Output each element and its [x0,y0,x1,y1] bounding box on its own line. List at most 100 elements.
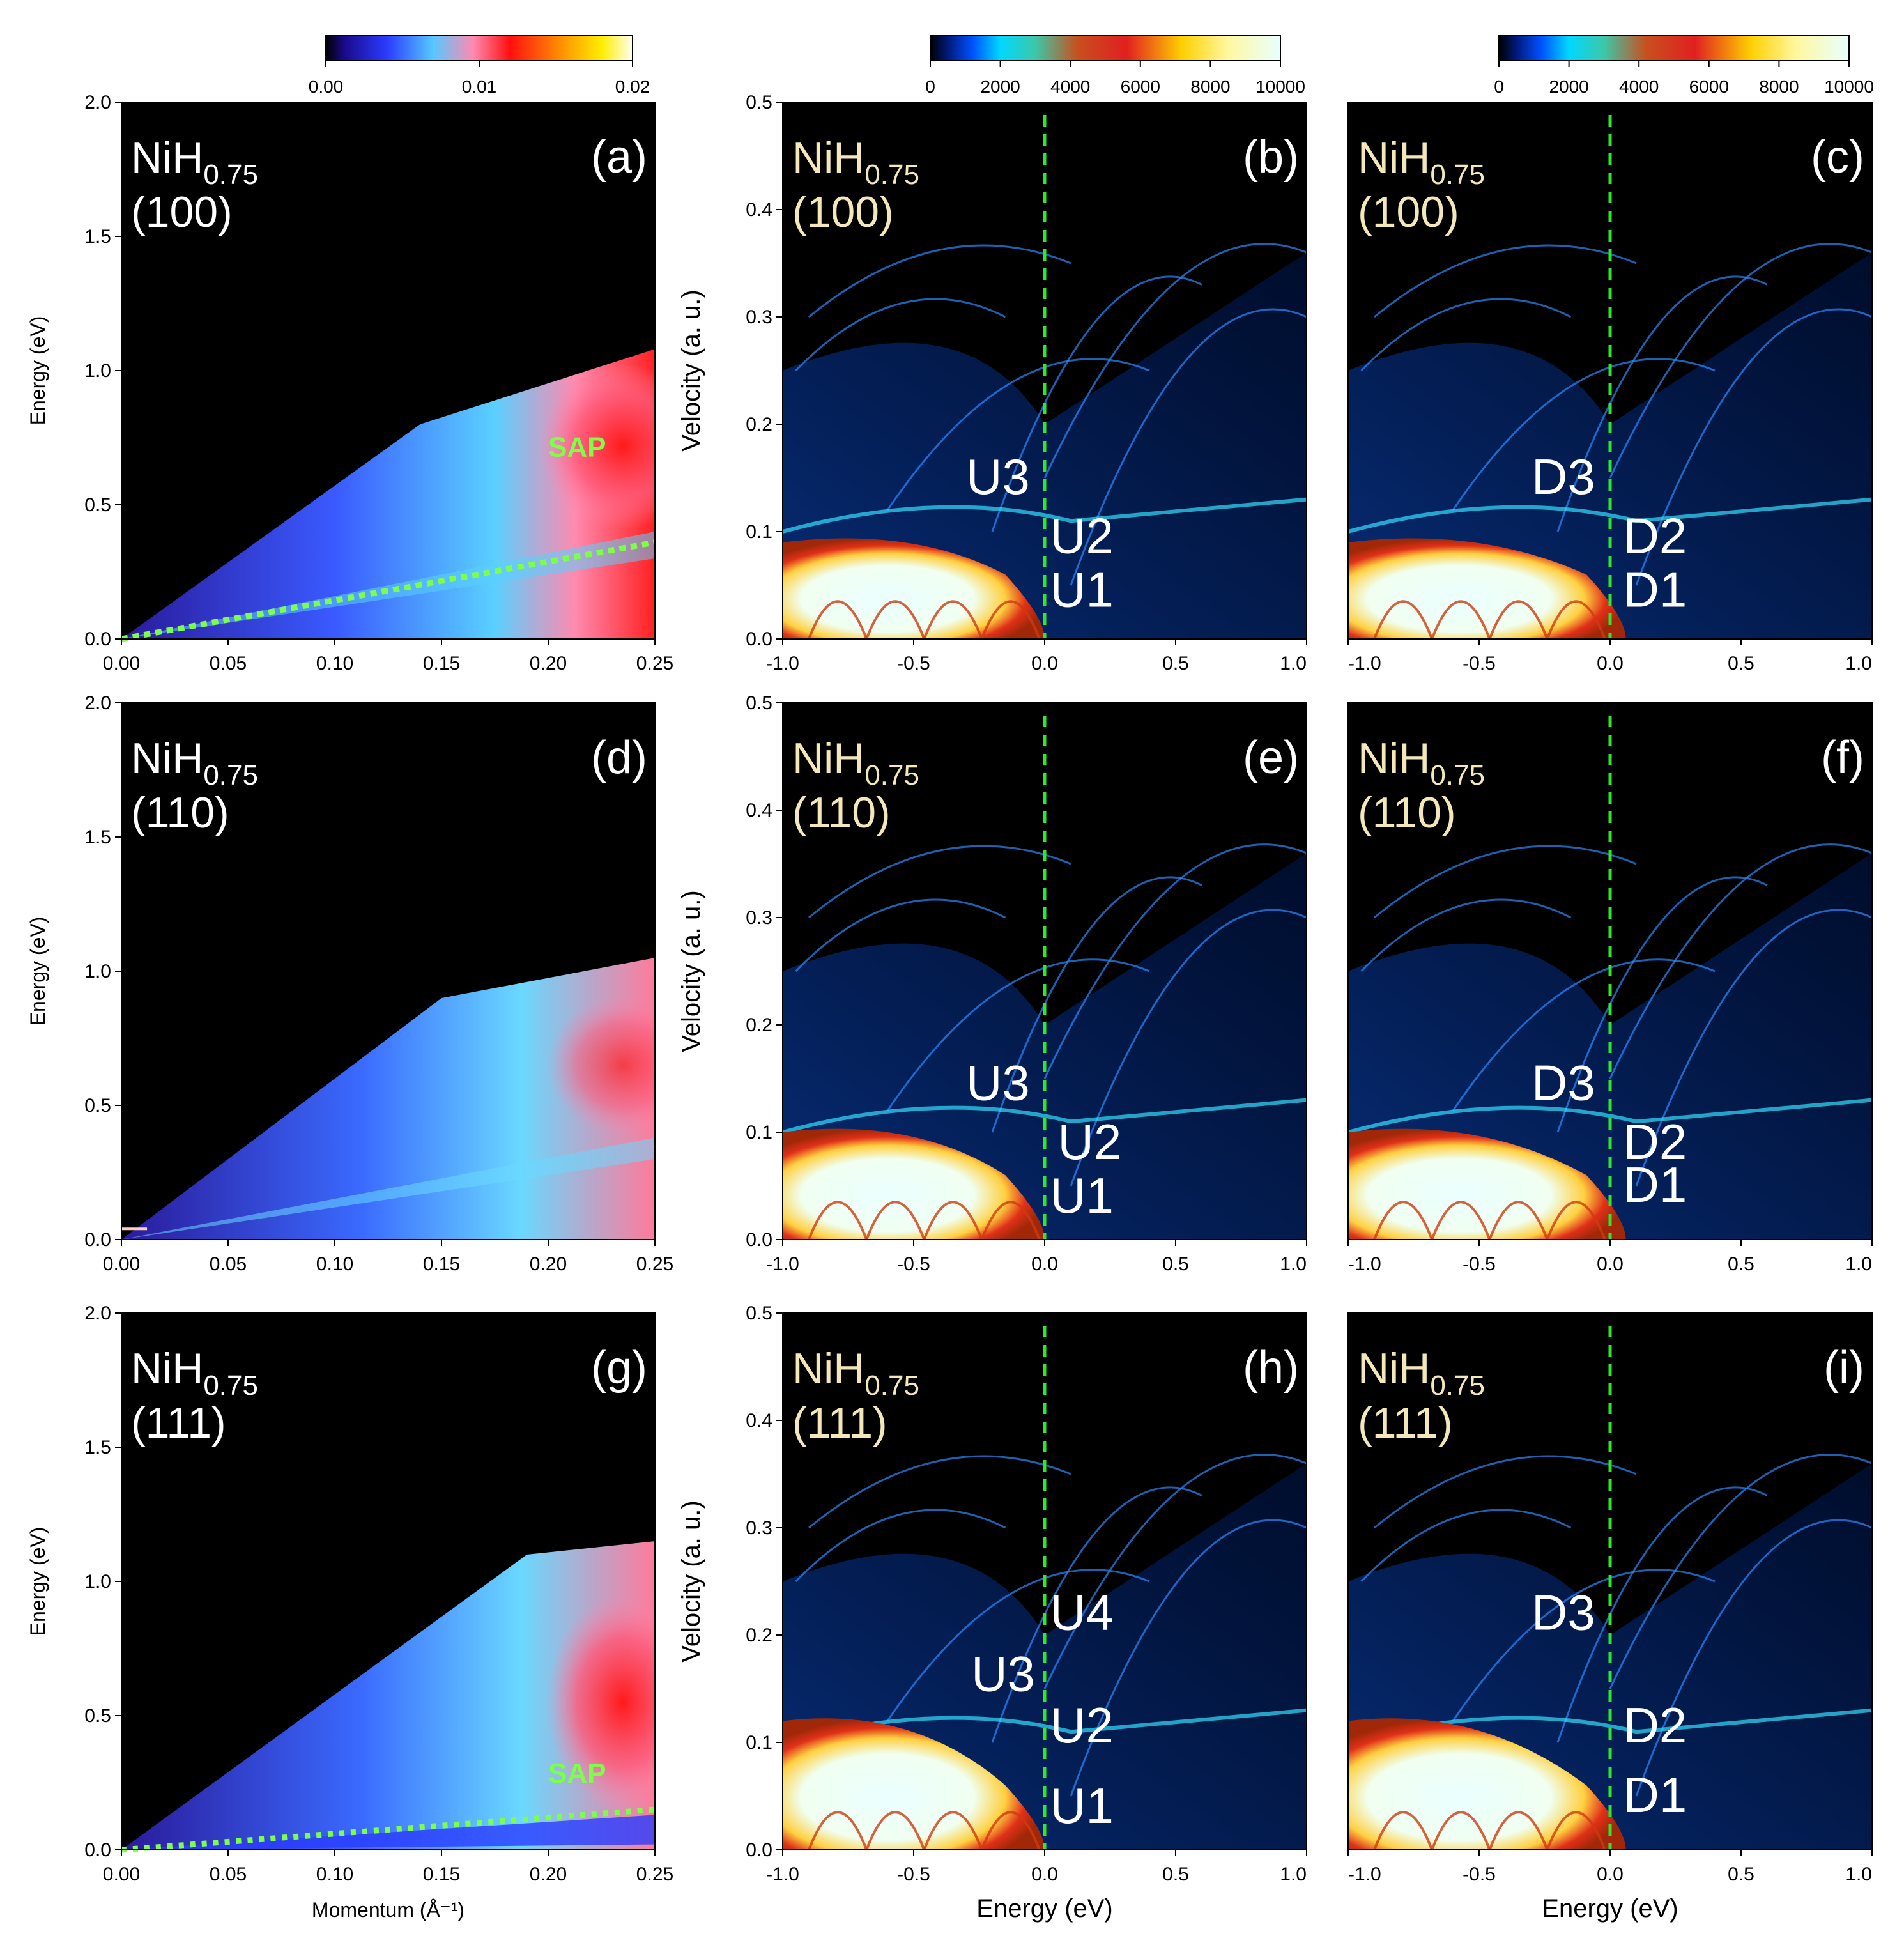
x-tick-label: -0.5 [897,1254,930,1275]
x-tick-label: 0.0 [1031,653,1058,674]
velocity-lobe [1348,538,1626,639]
orientation-label: (111) [131,1399,226,1447]
material-formula: NiH0.75 [131,1344,258,1401]
y-tick-label: 0.2 [746,414,772,435]
material-formula: NiH0.75 [131,734,258,791]
orientation-label: (100) [792,188,894,236]
y-tick-label: 0.3 [746,907,772,928]
lobe-arc [923,600,983,639]
band-label-u1: U1 [1050,1167,1114,1224]
y-tick-label: 0.0 [84,1840,111,1861]
y-tick-label: 0.4 [746,1410,772,1431]
panel-label: (h) [1243,1342,1299,1394]
x-tick-label: 0.5 [1728,1254,1754,1275]
lobe-arc [1546,1811,1606,1850]
orientation-label: (111) [1358,1399,1453,1447]
lobe-arc [980,1201,1041,1240]
sap-line [121,539,656,642]
x-tick-label: -1.0 [766,1864,799,1885]
velocity-arc [1374,1455,1637,1529]
velocity-arc [808,1455,1071,1529]
panel-a: SAP NiH0.75(100) (a) 0.00 0.05 0.10 0.15 0.20 0.… [26,92,673,674]
velocity-arc [1556,1486,1768,1743]
lobe-arc [808,1201,868,1240]
velocity-arc [1360,898,1572,972]
band-label-d1: D1 [1624,1157,1687,1213]
y-tick-label: 0.0 [746,1840,772,1861]
sap-label: SAP [548,431,606,463]
band-label-u4: U4 [1050,1585,1114,1641]
lobe-arc [1431,1201,1491,1240]
x-tick-label: 0.5 [1162,1254,1189,1275]
y-axis-title: Energy (eV) [26,917,49,1026]
x-tick-label: -1.0 [1348,653,1381,674]
band-label-d2: D2 [1624,508,1687,564]
lobe-arc [808,600,868,639]
y-tick-label: 0.2 [746,1625,772,1646]
velocity-arc [808,845,1071,919]
x-axis-title: Momentum (Å⁻¹) [312,1898,464,1921]
velocity-lobe [783,1128,1045,1240]
x-tick-label: 0.05 [210,653,247,674]
x-tick-label: 0.5 [1162,653,1189,674]
x-tick-label: 0.5 [1728,1864,1754,1885]
velocity-arc [1609,1454,1872,1689]
x-tick-label: 1.0 [1280,1254,1307,1275]
velocity-band [1348,1098,1872,1134]
y-tick-label: 2.0 [84,1303,111,1324]
y-tick-label: 0.4 [746,199,772,220]
panel-h: U4 U3 U2 U1 NiH0.75(111) (h) -1.0 -0.5 0.0 0.5 1.0… [677,1303,1307,1923]
velocity-arc [991,275,1202,532]
x-tick-label: 1.0 [1280,1864,1307,1885]
x-tick-label: 0.20 [530,1254,567,1275]
velocity-lobe [1348,1718,1626,1850]
velocity-arc [1374,244,1637,318]
x-tick-label: 0.05 [210,1864,247,1885]
colorbar-middle: 0 2000 4000 6000 8000 10000 [925,35,1305,96]
x-tick-label: -1.0 [1348,1864,1381,1885]
velocity-arc [795,298,1006,372]
lobe-arc [865,1201,926,1240]
x-tick-label: -1.0 [766,1254,799,1275]
band-label-u2: U2 [1058,1114,1122,1170]
colorbar-right: 0 2000 4000 6000 8000 10000 [1494,35,1874,96]
x-tick-label: 0.15 [423,1864,460,1885]
intensity-region [121,1541,655,1850]
velocity-arc [808,244,1071,318]
x-tick-label: 0.0 [1031,1864,1058,1885]
lobe-arc [1546,1201,1606,1240]
band-label-d3: D3 [1532,1585,1595,1641]
y-tick-label: 2.0 [84,92,111,113]
intensity-peak [539,362,655,529]
colorbar-right-tick: 8000 [1759,77,1799,96]
velocity-arc [795,898,1006,972]
velocity-arc [991,1486,1202,1743]
panel-g-heatmap [121,1541,655,1850]
colorbar-right-tick: 0 [1494,77,1504,96]
y-tick-label: 0.0 [84,629,111,650]
velocity-arc [886,958,1150,1112]
x-tick-label: 0.10 [316,653,353,674]
panel-label: (e) [1243,732,1299,783]
y-axis-title: Velocity (a. u.) [677,289,705,451]
y-axis-title: Velocity (a. u.) [677,890,705,1052]
velocity-arc [1043,1454,1307,1689]
intensity-peak [546,1594,655,1811]
band-label-u1: U1 [1050,562,1114,618]
y-tick-label: 0.4 [746,800,772,821]
x-tick-label: -0.5 [1463,1254,1496,1275]
lobe-arc [1431,1811,1491,1850]
band-label-u1: U1 [1050,1778,1114,1834]
lobe-arc [865,600,926,639]
y-tick-label: 1.5 [84,827,111,848]
lobe-arc [980,1811,1041,1850]
velocity-arc [1043,843,1307,1079]
material-formula: NiH0.75 [792,134,919,190]
velocity-arc [1556,876,1768,1133]
y-tick-label: 1.0 [84,360,111,381]
colorbar-left-tick: 0.01 [462,77,497,96]
band-label-u3: U3 [966,449,1030,505]
